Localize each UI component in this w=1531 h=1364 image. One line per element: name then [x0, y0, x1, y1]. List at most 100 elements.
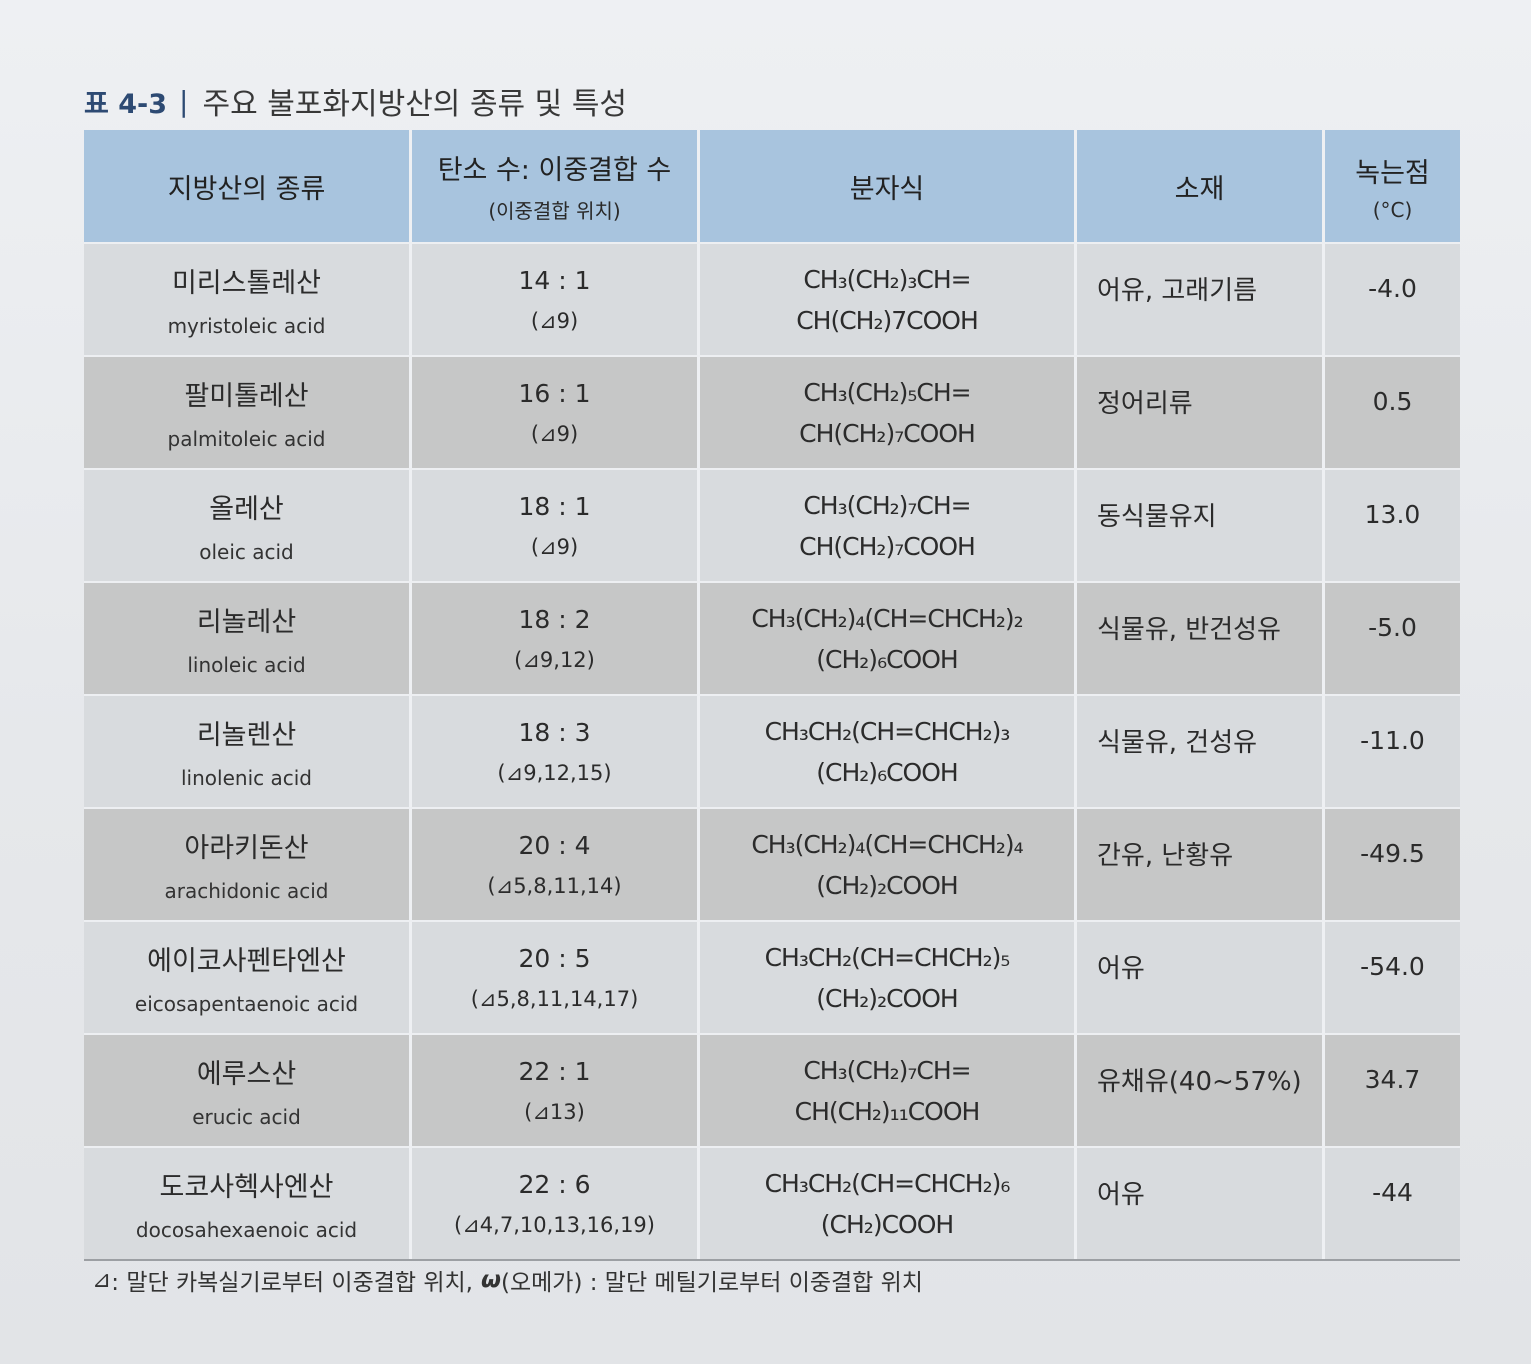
molecular-formula-cell: CH₃(CH₂)₄(CH=CHCH₂)₄ (CH₂)₂COOH — [700, 809, 1077, 920]
melting-point-cell: -49.5 — [1325, 809, 1460, 920]
header-label: 녹는점 — [1355, 157, 1430, 189]
table-caption: 표 4-3 | 주요 불포화지방산의 종류 및 특성 — [84, 78, 627, 124]
melting-point-cell: -4.0 — [1325, 244, 1460, 355]
carbon-double-bond-cell: 20 : 4 (⊿5,8,11,14) — [412, 809, 700, 920]
table-row: 미리스톨레산 myristoleic acid 14 : 1 (⊿9) CH₃(CH₂)… — [84, 242, 1460, 355]
melting-point-value: 0.5 — [1372, 387, 1413, 416]
melting-point-cell: -11.0 — [1325, 696, 1460, 807]
double-bond-positions: (⊿13) — [524, 1100, 585, 1124]
melting-point-value: -54.0 — [1360, 952, 1425, 981]
header-source: 소재 — [1077, 130, 1325, 242]
double-bond-positions: (⊿4,7,10,13,16,19) — [454, 1213, 655, 1237]
melting-point-value: -11.0 — [1360, 726, 1425, 755]
fatty-acid-name-cell: 올레산 oleic acid — [84, 470, 412, 581]
fatty-acid-name-en: arachidonic acid — [164, 879, 329, 903]
table-row: 리놀렌산 linolenic acid 18 : 3 (⊿9,12,15) CH₃CH₂… — [84, 694, 1460, 807]
fatty-acid-name-cell: 리놀레산 linoleic acid — [84, 583, 412, 694]
table-row: 에루스산 erucic acid 22 : 1 (⊿13) CH₃(CH₂)₇CH= CH… — [84, 1033, 1460, 1146]
formula-line-2: (CH₂)₂COOH — [816, 983, 958, 1013]
fatty-acid-name-en: docosahexaenoic acid — [135, 1218, 358, 1242]
fatty-acid-name-cell: 에이코사펜타엔산 eicosapentaenoic acid — [84, 922, 412, 1033]
fatty-acid-name-en: myristoleic acid — [167, 314, 326, 338]
molecular-formula-cell: CH₃CH₂(CH=CHCH₂)₃ (CH₂)₆COOH — [700, 696, 1077, 807]
double-bond-positions: (⊿9,12) — [514, 648, 595, 672]
double-bond-positions: (⊿5,8,11,14,17) — [470, 987, 639, 1011]
melting-point-value: -44 — [1372, 1178, 1413, 1207]
fatty-acid-name-cell: 아라키돈산 arachidonic acid — [84, 809, 412, 920]
formula-line-2: (CH₂)₆COOH — [816, 644, 958, 674]
omega-definition: (오메가) : 말단 메틸기로부터 이중결합 위치 — [501, 1270, 923, 1296]
carbon-double-bond-ratio: 14 : 1 — [518, 266, 591, 295]
table-row: 에이코사펜타엔산 eicosapentaenoic acid 20 : 5 (⊿5,8… — [84, 920, 1460, 1033]
carbon-double-bond-ratio: 20 : 4 — [518, 831, 591, 860]
fatty-acid-name-en: linoleic acid — [187, 653, 306, 677]
fatty-acid-name-cell: 미리스톨레산 myristoleic acid — [84, 244, 412, 355]
fatty-acid-name-ko: 에이코사펜타엔산 — [147, 946, 346, 977]
formula-line-2: CH(CH₂)₇COOH — [799, 531, 976, 561]
source-cell: 간유, 난황유 — [1077, 809, 1325, 920]
fatty-acid-name-en: linolenic acid — [181, 766, 312, 790]
formula-line-2: (CH₂)₆COOH — [816, 757, 958, 787]
delta-definition: : 말단 카복실기로부터 이중결합 위치, — [111, 1270, 473, 1296]
omega-symbol: ω — [481, 1267, 501, 1293]
source-cell: 정어리류 — [1077, 357, 1325, 468]
table-row: 팔미톨레산 palmitoleic acid 16 : 1 (⊿9) CH₃(CH₂)₅… — [84, 355, 1460, 468]
table-body: 미리스톨레산 myristoleic acid 14 : 1 (⊿9) CH₃(CH₂)… — [84, 242, 1460, 1259]
fatty-acid-name-cell: 리놀렌산 linolenic acid — [84, 696, 412, 807]
formula-line-2: CH(CH₂)₇COOH — [799, 418, 976, 448]
melting-point-cell: 34.7 — [1325, 1035, 1460, 1146]
carbon-double-bond-ratio: 18 : 1 — [518, 492, 591, 521]
fatty-acid-name-cell: 에루스산 erucic acid — [84, 1035, 412, 1146]
fatty-acid-name-ko: 리놀렌산 — [196, 720, 297, 751]
fatty-acid-name-ko: 올레산 — [209, 494, 284, 525]
fatty-acid-name-ko: 에루스산 — [196, 1059, 297, 1090]
header-sublabel: (°C) — [1372, 197, 1413, 222]
melting-point-cell: -5.0 — [1325, 583, 1460, 694]
molecular-formula-cell: CH₃CH₂(CH=CHCH₂)₆ (CH₂)COOH — [700, 1148, 1077, 1259]
header-label: 소재 — [1174, 173, 1225, 205]
melting-point-value: 13.0 — [1364, 500, 1421, 529]
table-title: 주요 불포화지방산의 종류 및 특성 — [202, 87, 628, 122]
melting-point-cell: -54.0 — [1325, 922, 1460, 1033]
fatty-acid-name-en: eicosapentaenoic acid — [134, 992, 359, 1016]
header-label: 탄소 수: 이중결합 수 — [437, 155, 672, 186]
formula-line-1: CH₃(CH₂)₅CH= — [803, 377, 971, 407]
formula-line-1: CH₃(CH₂)₇CH= — [803, 1055, 971, 1085]
formula-line-2: CH(CH₂)₁₁COOH — [794, 1096, 981, 1126]
formula-line-2: (CH₂)₂COOH — [816, 870, 958, 900]
carbon-double-bond-cell: 18 : 3 (⊿9,12,15) — [412, 696, 700, 807]
table-row: 도코사헥사엔산 docosahexaenoic acid 22 : 6 (⊿4,7,1… — [84, 1146, 1460, 1259]
carbon-double-bond-cell: 16 : 1 (⊿9) — [412, 357, 700, 468]
fatty-acid-name-ko: 도코사헥사엔산 — [159, 1172, 334, 1203]
carbon-double-bond-ratio: 22 : 1 — [518, 1057, 591, 1086]
table-row: 리놀레산 linoleic acid 18 : 2 (⊿9,12) CH₃(CH₂)₄(… — [84, 581, 1460, 694]
header-sublabel: (이중결합 위치) — [488, 199, 621, 223]
header-melting-point: 녹는점 (°C) — [1325, 130, 1460, 242]
formula-line-1: CH₃(CH₂)₄(CH=CHCH₂)₄ — [751, 829, 1023, 859]
molecular-formula-cell: CH₃CH₂(CH=CHCH₂)₅ (CH₂)₂COOH — [700, 922, 1077, 1033]
table-header-row: 지방산의 종류 탄소 수: 이중결합 수 (이중결합 위치) 분자식 소재 녹는… — [84, 130, 1460, 242]
caption-separator: | — [179, 84, 189, 118]
molecular-formula-cell: CH₃(CH₂)₃CH= CH(CH₂)7COOH — [700, 244, 1077, 355]
fatty-acid-name-cell: 도코사헥사엔산 docosahexaenoic acid — [84, 1148, 412, 1259]
molecular-formula-cell: CH₃(CH₂)₇CH= CH(CH₂)₇COOH — [700, 470, 1077, 581]
header-label: 분자식 — [849, 173, 925, 205]
table-number: 표 4-3 — [84, 88, 168, 120]
formula-line-1: CH₃(CH₂)₇CH= — [803, 490, 971, 520]
source-text: 식물유, 건성유 — [1097, 728, 1258, 758]
fatty-acid-name-en: palmitoleic acid — [167, 427, 326, 451]
fatty-acid-name-en: erucic acid — [192, 1105, 301, 1129]
carbon-double-bond-cell: 18 : 2 (⊿9,12) — [412, 583, 700, 694]
melting-point-value: -4.0 — [1368, 274, 1417, 303]
source-cell: 식물유, 건성유 — [1077, 696, 1325, 807]
melting-point-cell: 0.5 — [1325, 357, 1460, 468]
melting-point-cell: -44 — [1325, 1148, 1460, 1259]
source-cell: 유채유(40~57%) — [1077, 1035, 1325, 1146]
carbon-double-bond-cell: 22 : 6 (⊿4,7,10,13,16,19) — [412, 1148, 700, 1259]
header-label: 지방산의 종류 — [167, 173, 326, 205]
source-text: 어유 — [1097, 954, 1145, 984]
fatty-acid-name-ko: 리놀레산 — [196, 607, 297, 638]
source-cell: 어유 — [1077, 1148, 1325, 1259]
molecular-formula-cell: CH₃(CH₂)₄(CH=CHCH₂)₂ (CH₂)₆COOH — [700, 583, 1077, 694]
double-bond-positions: (⊿9) — [530, 309, 579, 333]
